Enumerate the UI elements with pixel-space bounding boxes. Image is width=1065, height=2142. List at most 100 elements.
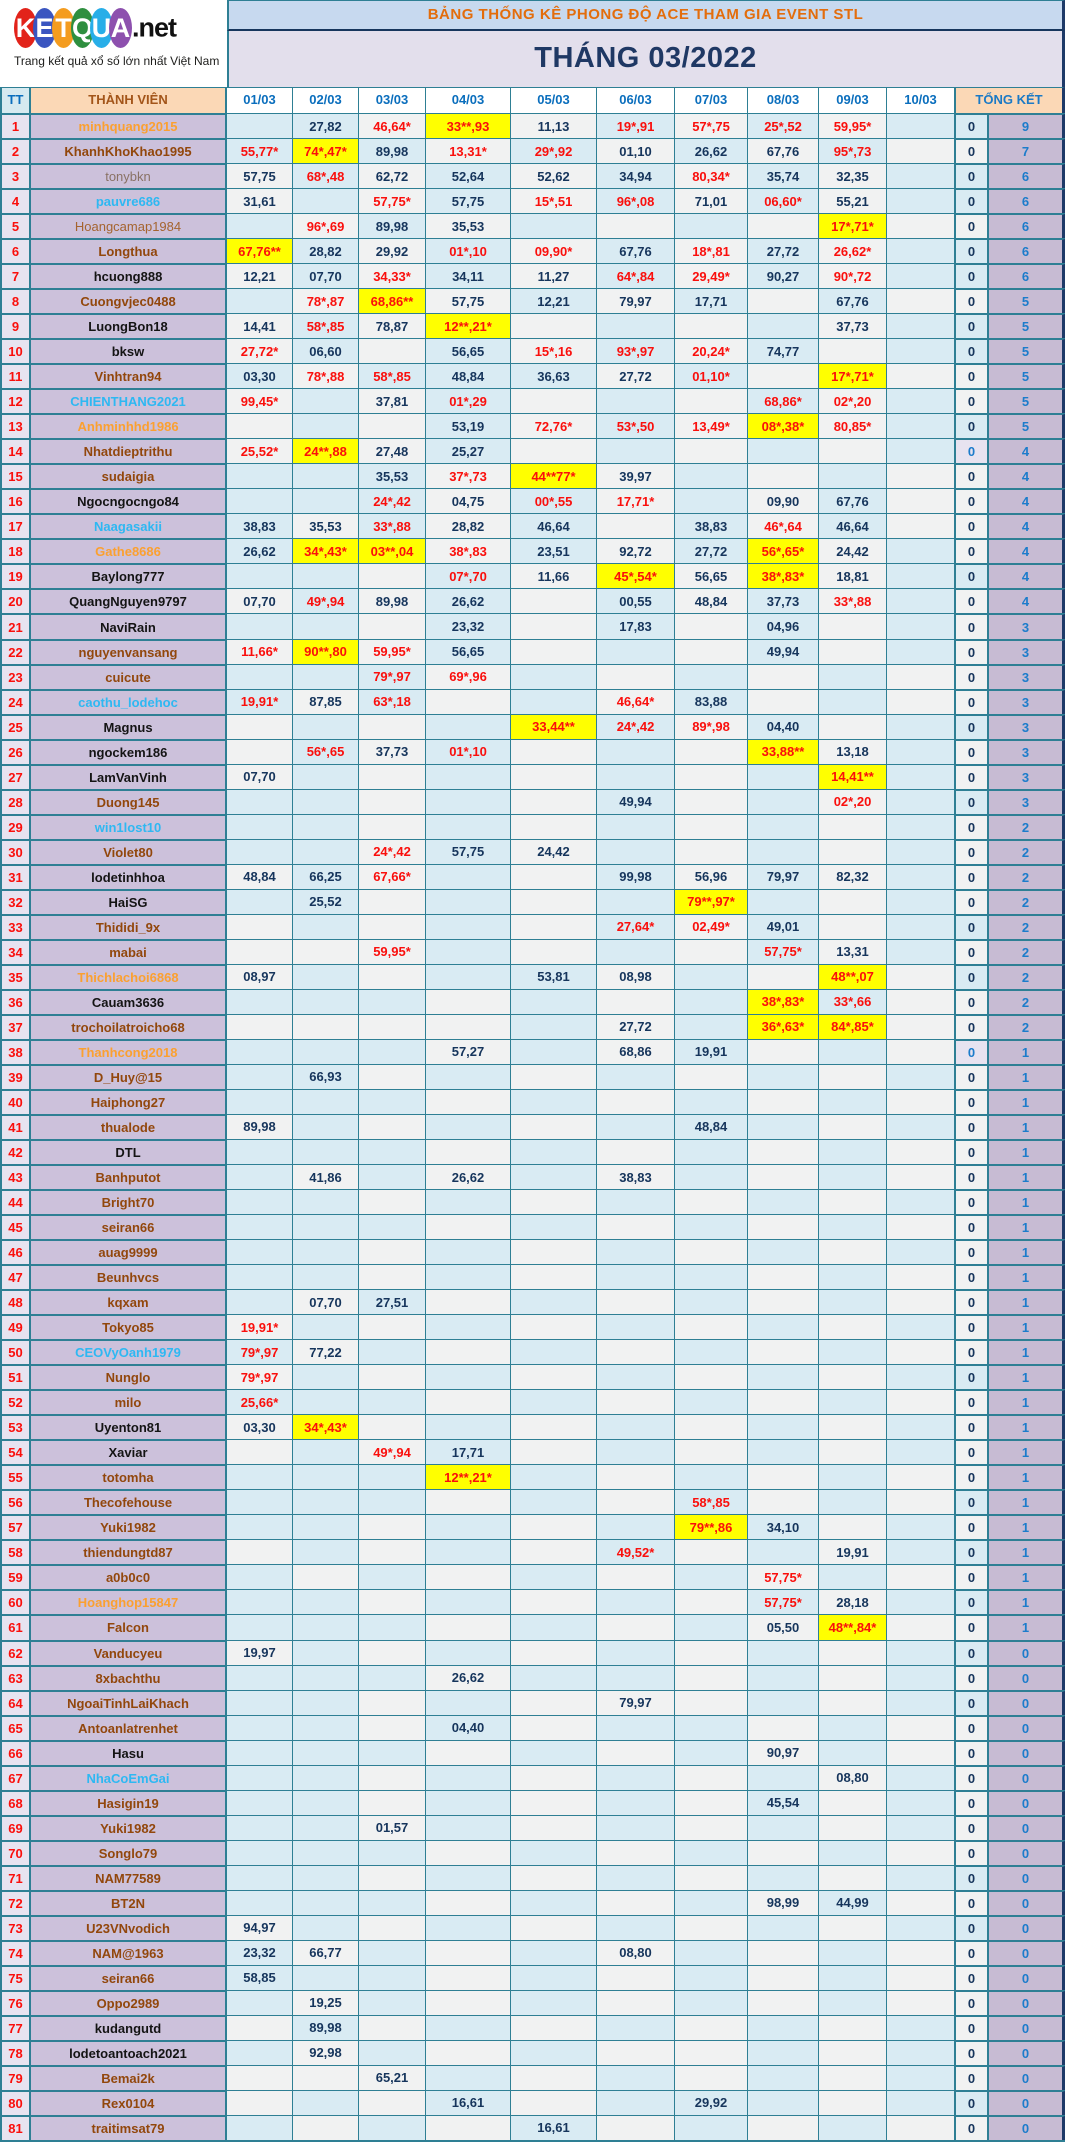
value-cell	[675, 1014, 747, 1039]
value-cell: 44,99	[819, 1890, 886, 1915]
value-cell	[887, 639, 954, 664]
value-cell	[426, 1014, 510, 1039]
value-cell: 38*,83*	[748, 564, 818, 589]
value-cell	[511, 889, 596, 914]
value-cell: 48,84	[227, 864, 292, 889]
zero-cell: 0	[955, 439, 987, 464]
rank-cell: 22	[2, 639, 29, 664]
value-cell	[819, 1215, 886, 1240]
value-cell: 11,66*	[227, 639, 292, 664]
rank-cell: 66	[2, 1740, 29, 1765]
value-cell: 48,84	[675, 589, 747, 614]
value-cell	[819, 1064, 886, 1089]
rank-cell: 13	[2, 414, 29, 439]
value-cell: 27,64*	[597, 914, 674, 939]
value-cell	[748, 1340, 818, 1365]
member-cell: bksw	[30, 339, 226, 364]
rank-cell: 42	[2, 1140, 29, 1165]
value-cell	[359, 1615, 425, 1640]
value-cell	[359, 1590, 425, 1615]
value-cell: 49,52*	[597, 1540, 674, 1565]
rank-cell: 52	[2, 1390, 29, 1415]
value-cell: 28,18	[819, 1590, 886, 1615]
member-cell: Ngocngocngo84	[30, 489, 226, 514]
value-cell	[675, 389, 747, 414]
value-cell: 28,82	[426, 514, 510, 539]
col-header-date-02-03: 02/03	[293, 88, 358, 113]
value-cell	[675, 1365, 747, 1390]
value-cell: 57,75	[426, 189, 510, 214]
value-cell	[887, 1014, 954, 1039]
value-cell	[511, 1240, 596, 1265]
value-cell	[359, 1740, 425, 1765]
value-cell: 89*,98	[675, 714, 747, 739]
value-cell: 25*,52	[748, 114, 818, 139]
value-cell	[597, 1315, 674, 1340]
value-cell	[887, 1265, 954, 1290]
total-count-cell: 3	[988, 764, 1065, 789]
total-count-cell: 1	[988, 1490, 1065, 1515]
zero-cell: 0	[955, 939, 987, 964]
zero-cell: 0	[955, 1240, 987, 1265]
value-cell	[511, 1215, 596, 1240]
rank-cell: 45	[2, 1215, 29, 1240]
value-cell	[675, 1315, 747, 1340]
value-cell	[227, 1540, 292, 1565]
value-cell	[819, 1415, 886, 1440]
value-cell: 34*,43*	[293, 1415, 358, 1440]
value-cell	[748, 1290, 818, 1315]
value-cell	[597, 1064, 674, 1089]
value-cell	[675, 1540, 747, 1565]
value-cell	[675, 814, 747, 839]
member-cell: thiendungtd87	[30, 1540, 226, 1565]
total-count-cell: 0	[988, 1640, 1065, 1665]
value-cell	[426, 1415, 510, 1440]
value-cell: 26,62	[675, 139, 747, 164]
value-cell	[511, 1665, 596, 1690]
value-cell: 53,81	[511, 964, 596, 989]
rank-cell: 3	[2, 164, 29, 189]
total-count-cell: 6	[988, 264, 1065, 289]
value-cell	[426, 1140, 510, 1165]
value-cell	[511, 1840, 596, 1865]
value-cell	[597, 1440, 674, 1465]
member-cell: Tokyo85	[30, 1315, 226, 1340]
value-cell: 64*,84	[597, 264, 674, 289]
value-cell	[359, 714, 425, 739]
value-cell	[597, 1840, 674, 1865]
value-cell	[359, 2115, 425, 2140]
value-cell: 27,72*	[227, 339, 292, 364]
value-cell: 19,91	[819, 1540, 886, 1565]
member-cell: ngockem186	[30, 739, 226, 764]
total-count-cell: 1	[988, 1114, 1065, 1139]
value-cell	[359, 1190, 425, 1215]
value-cell: 79*,97	[227, 1340, 292, 1365]
zero-cell: 0	[955, 2090, 987, 2115]
value-cell: 24*,42	[359, 839, 425, 864]
value-cell	[748, 1665, 818, 1690]
value-cell	[511, 1140, 596, 1165]
ketqua-logo[interactable]: KETQUA.net Trang kết quả xổ số lớn nhất …	[0, 0, 227, 88]
col-header-date-10-03: 10/03	[887, 88, 954, 113]
logo-letter-t: T	[52, 8, 75, 48]
rank-cell: 47	[2, 1265, 29, 1290]
value-cell	[597, 814, 674, 839]
value-cell	[511, 939, 596, 964]
value-cell: 79,97	[748, 864, 818, 889]
total-count-cell: 1	[988, 1415, 1065, 1440]
value-cell	[748, 1064, 818, 1089]
value-cell	[511, 1415, 596, 1440]
value-cell	[293, 489, 358, 514]
value-cell	[359, 1490, 425, 1515]
value-cell	[359, 1039, 425, 1064]
value-cell: 06,60*	[748, 189, 818, 214]
value-cell: 78,87	[359, 314, 425, 339]
zero-cell: 0	[955, 214, 987, 239]
total-count-cell: 3	[988, 639, 1065, 664]
value-cell: 38*,83*	[748, 989, 818, 1014]
value-cell	[511, 2040, 596, 2065]
total-count-cell: 0	[988, 1890, 1065, 1915]
value-cell: 12**,21*	[426, 1465, 510, 1490]
value-cell	[748, 314, 818, 339]
value-cell	[887, 1165, 954, 1190]
